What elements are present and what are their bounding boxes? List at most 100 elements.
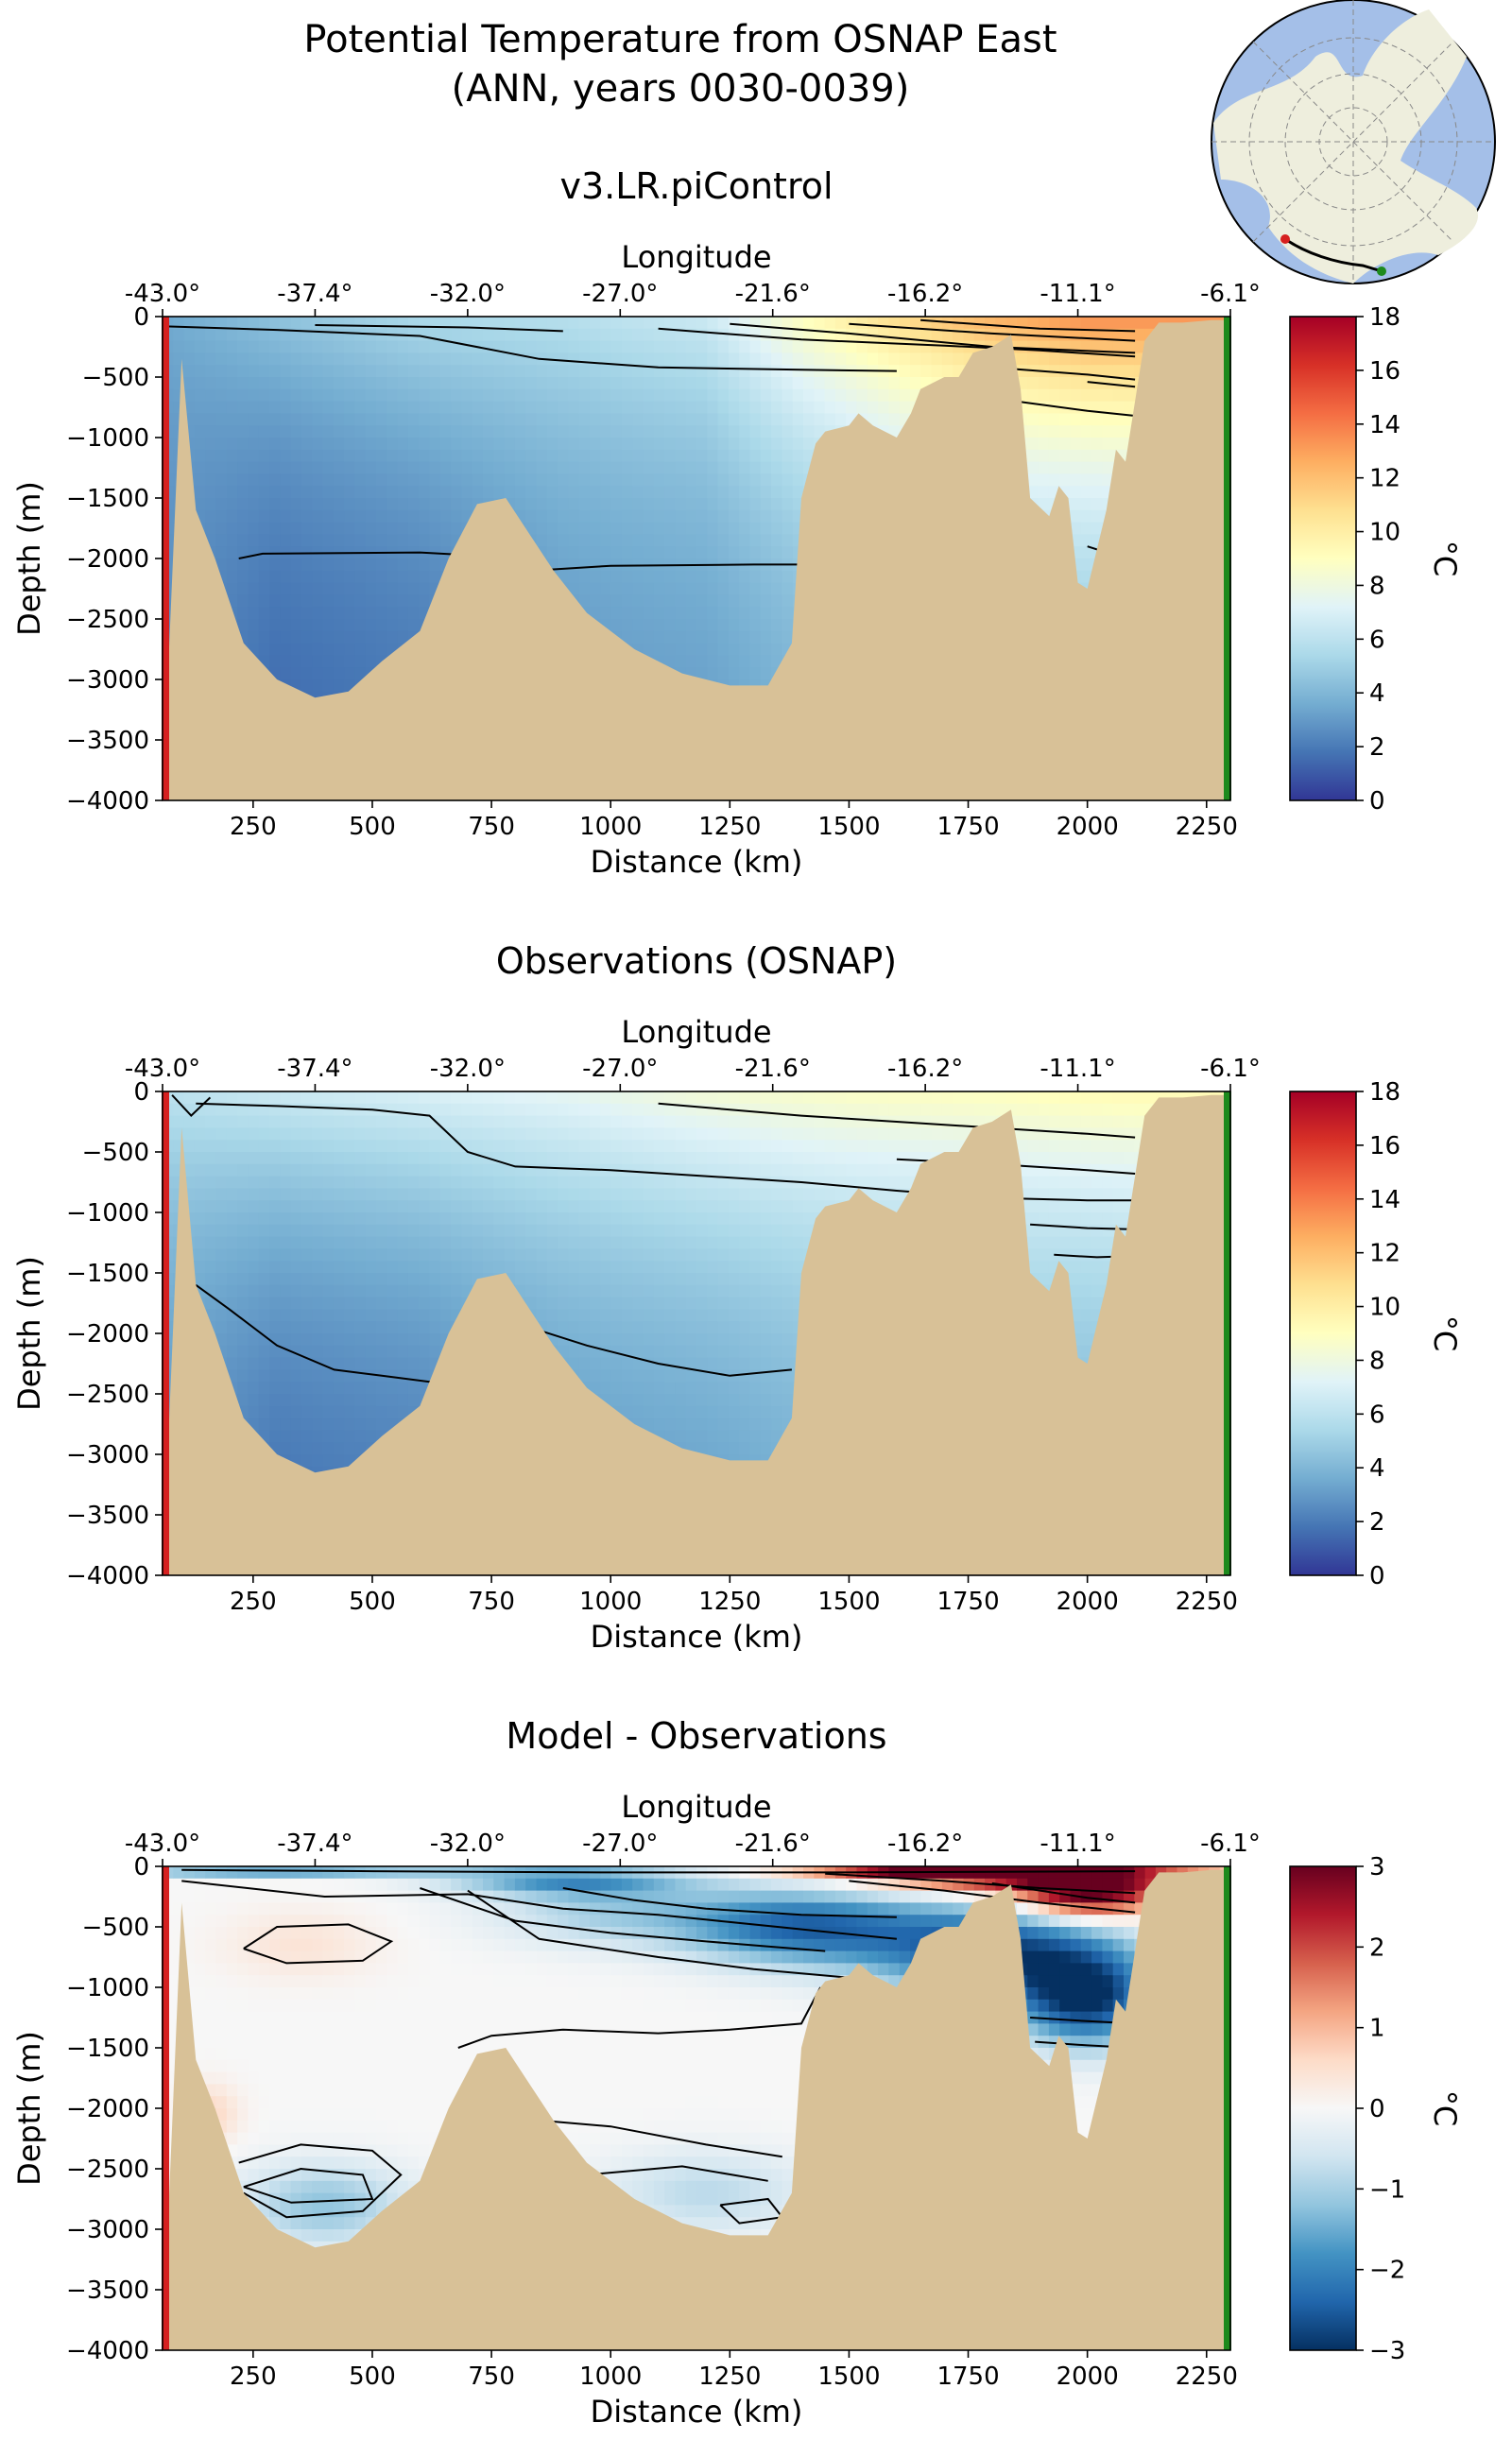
- contour-line: [658, 327, 1136, 358]
- field-cell: [451, 401, 462, 414]
- field-cell: [558, 522, 569, 535]
- field-cell: [376, 1176, 387, 1189]
- field-cell: [685, 473, 697, 487]
- field-cell: [205, 1297, 217, 1310]
- contour-line: [730, 322, 1136, 354]
- field-cell: [1070, 438, 1082, 451]
- field-cell: [760, 473, 772, 487]
- field-cell: [749, 546, 762, 559]
- field-cell: [258, 594, 270, 608]
- field-cell: [472, 388, 484, 403]
- field-cell: [258, 1297, 270, 1310]
- field-cell: [354, 1115, 367, 1128]
- field-cell: [333, 1357, 345, 1370]
- field-cell: [985, 317, 996, 330]
- field-cell: [1059, 461, 1072, 474]
- field-cell: [728, 607, 740, 620]
- field-cell: [322, 1357, 335, 1370]
- field-cell: [269, 365, 281, 378]
- field-cell: [397, 365, 409, 378]
- field-cell: [1091, 425, 1103, 438]
- field-cell: [333, 655, 345, 668]
- field-cell: [610, 486, 623, 499]
- field-cell: [653, 340, 665, 353]
- field-cell: [258, 534, 270, 547]
- field-cell: [354, 401, 367, 414]
- field-cell: [728, 594, 740, 608]
- field-cell: [610, 522, 623, 535]
- field-cell: [301, 1394, 313, 1407]
- field-cell: [717, 630, 730, 644]
- field-cell: [322, 1333, 335, 1347]
- field-cell: [760, 449, 772, 463]
- field-cell: [419, 607, 431, 620]
- field-cell: [653, 655, 665, 668]
- field-cell: [269, 582, 281, 595]
- field-cell: [771, 388, 782, 403]
- field-cell: [376, 1152, 387, 1165]
- field-cell: [280, 1273, 292, 1286]
- field-cell: [269, 1442, 281, 1455]
- field-cell: [248, 1394, 260, 1407]
- field-cell: [248, 1405, 260, 1419]
- field-cell: [280, 352, 292, 366]
- field-cell: [205, 1236, 217, 1249]
- field-cell: [290, 486, 302, 499]
- field-cell: [1059, 413, 1072, 426]
- field-cell: [643, 401, 655, 414]
- field-cell: [237, 522, 249, 535]
- field-cell: [429, 425, 441, 438]
- field-cell: [525, 340, 538, 353]
- field-cell: [290, 1284, 302, 1298]
- field-cell: [1112, 365, 1125, 378]
- field-cell: [258, 1140, 270, 1153]
- field-cell: [215, 1103, 228, 1117]
- field-cell: [429, 328, 441, 342]
- field-cell: [344, 425, 355, 438]
- field-cell: [653, 413, 665, 426]
- field-cell: [376, 1163, 387, 1177]
- field-cell: [461, 461, 473, 474]
- field-cell: [782, 461, 794, 474]
- field-cell: [514, 498, 526, 511]
- field-cell: [610, 413, 623, 426]
- field-cell: [354, 1382, 367, 1395]
- field-cell: [749, 328, 762, 342]
- field-cell: [568, 365, 580, 378]
- field-cell: [749, 486, 762, 499]
- field-cell: [578, 509, 591, 524]
- field-cell: [590, 582, 601, 595]
- field-cell: [867, 413, 879, 426]
- field-cell: [322, 619, 335, 632]
- field-cell: [333, 1394, 345, 1407]
- field-cell: [888, 352, 901, 366]
- field-cell: [834, 388, 847, 403]
- field-cell: [995, 317, 1007, 330]
- field-cell: [782, 594, 794, 608]
- field-cell: [717, 413, 730, 426]
- field-cell: [194, 352, 206, 366]
- field-cell: [578, 438, 591, 451]
- field-cell: [493, 401, 506, 414]
- field-cell: [590, 377, 601, 390]
- field-cell: [226, 1188, 238, 1201]
- field-cell: [248, 1382, 260, 1395]
- field-cell: [215, 449, 228, 463]
- field-cell: [1091, 438, 1103, 451]
- field-cell: [248, 1176, 260, 1189]
- field-cell: [439, 425, 452, 438]
- field-cell: [248, 388, 260, 403]
- field-cell: [941, 365, 954, 378]
- field-cell: [269, 1176, 281, 1189]
- field-cell: [749, 582, 762, 595]
- field-cell: [269, 630, 281, 644]
- field-cell: [749, 413, 762, 426]
- field-cell: [269, 1261, 281, 1274]
- field-cell: [407, 461, 420, 474]
- field-cell: [301, 365, 313, 378]
- lon-tick-label: -21.6°: [735, 280, 811, 308]
- field-cell: [525, 365, 538, 378]
- field-cell: [1038, 352, 1050, 366]
- field-cell: [451, 340, 462, 353]
- field-cell: [600, 438, 612, 451]
